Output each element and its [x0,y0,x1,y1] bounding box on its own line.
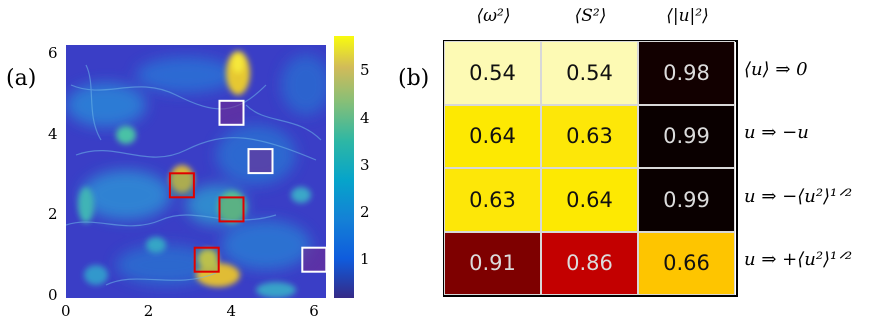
red-box [168,172,195,199]
column-header: ⟨|u|²⟩ [666,6,709,26]
panel-b-label: (b) [398,66,430,91]
cell-value: 0.99 [663,124,710,149]
cell-value: 0.98 [663,60,710,85]
table-cell: 0.54 [444,41,541,105]
table-cell: 0.66 [638,231,735,295]
table-cell: 0.99 [638,168,735,232]
x-tick-label: 2 [143,302,154,320]
colorbar-tick-label: 3 [360,155,370,174]
colorbar-tick-label: 1 [360,250,370,269]
cell-value: 0.86 [566,251,613,276]
y-tick-label: 2 [48,205,58,224]
table-cell: 0.99 [638,104,735,168]
y-tick-label: 6 [48,44,58,63]
red-box [218,196,245,223]
row-label: u ⇒ +⟨u²⟩¹ᐟ² [744,249,853,271]
colorbar-tick-label: 2 [360,203,370,222]
cell-value: 0.54 [566,60,613,85]
x-tick-label: 4 [226,302,237,320]
colorbar-tick-label: 4 [360,108,370,127]
table-cell: 0.98 [638,41,735,105]
cell-value: 0.66 [663,251,710,276]
table-cell: 0.63 [444,168,541,232]
column-header: ⟨ω²⟩ [476,6,511,26]
y-tick-label: 4 [48,124,58,143]
x-tick-label: 0 [61,302,71,320]
table-cell: 0.86 [541,231,638,295]
row-label: ⟨u⟩ ⇒ 0 [744,58,808,80]
cell-value: 0.63 [566,124,613,149]
colorbar-tick-label: 5 [360,61,370,80]
correlation-table: 0.54 0.54 0.98 0.64 0.63 0.99 0.63 0.64 0.99 0.91… [443,40,738,297]
table-cell: 0.64 [444,104,541,168]
y-tick-label: 0 [48,286,58,304]
cell-value: 0.63 [469,187,516,212]
row-label: u ⇒ −u [744,122,809,144]
table-cell: 0.54 [541,41,638,105]
cell-value: 0.64 [469,124,516,149]
table-cell: 0.91 [444,231,541,295]
red-box [193,246,220,273]
x-tick-label: 6 [309,302,319,320]
colorbar [334,36,354,298]
cell-value: 0.91 [469,251,516,276]
white-box [301,246,326,273]
panel-a-label: (a) [6,66,37,91]
table-cell: 0.63 [541,104,638,168]
cell-value: 0.99 [663,187,710,212]
column-header: ⟨S²⟩ [574,6,607,26]
cell-value: 0.54 [469,60,516,85]
cell-value: 0.64 [566,187,613,212]
row-label: u ⇒ −⟨u²⟩¹ᐟ² [744,185,853,207]
white-box [218,99,245,126]
white-box [247,148,274,175]
vorticity-field [66,45,326,298]
table-cell: 0.64 [541,168,638,232]
